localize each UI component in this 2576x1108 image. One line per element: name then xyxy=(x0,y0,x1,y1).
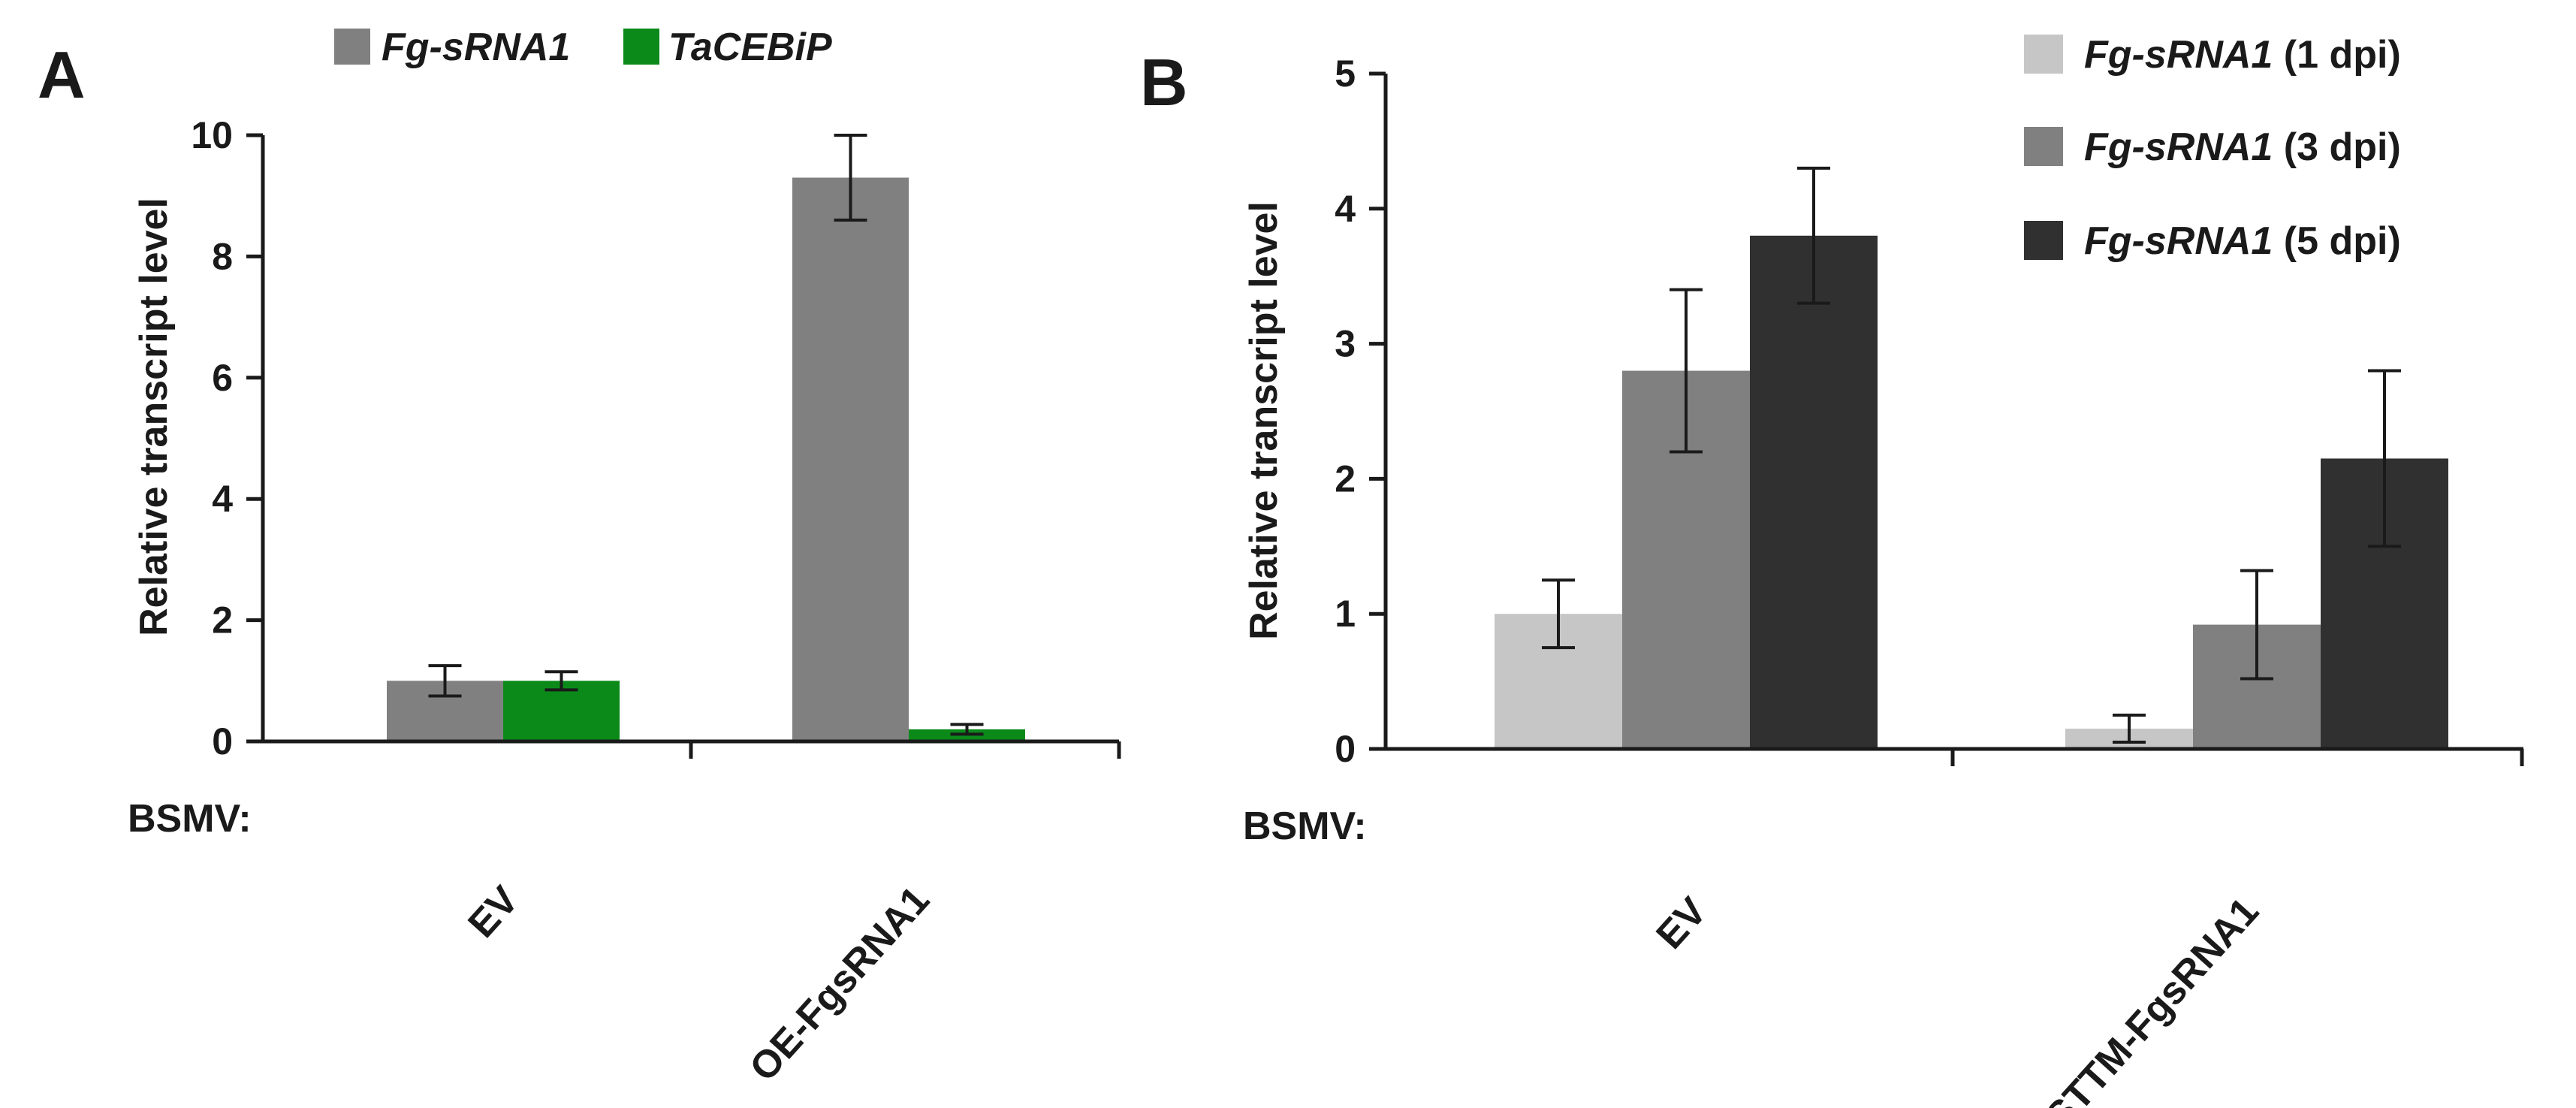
panel-b-category-labels: EV STTM-FgsRNA1 xyxy=(1648,889,2267,1108)
panel-a-legend-item: TaCEBiP xyxy=(623,26,832,69)
panel-b-bar xyxy=(1750,235,1878,749)
panel-a-error-bars xyxy=(428,134,984,736)
panel-b-legend-swatch xyxy=(2024,127,2063,166)
panel-a: A Fg-sRNA1 TaCEBiP Relative transcript le… xyxy=(38,26,1121,1090)
panel-a-y-tick-label: 8 xyxy=(212,235,233,277)
panel-a-y-tick-label: 6 xyxy=(212,357,233,399)
panel-b-legend-swatch xyxy=(2024,35,2063,74)
panel-a-error-bar xyxy=(544,670,578,692)
panel-a-category-label: EV xyxy=(460,878,527,946)
panel-b-error-bar xyxy=(2368,369,2401,548)
panel-a-y-ticks: 0 2 4 6 8 10 xyxy=(191,114,263,762)
panel-a-error-bar xyxy=(428,664,462,698)
panel-b-legend-label: Fg-sRNA1 (5 dpi) xyxy=(2084,219,2401,263)
panel-b-bsmv-label: BSMV: xyxy=(1243,805,1367,848)
panel-b-legend-label: Fg-sRNA1 (1 dpi) xyxy=(2084,33,2401,77)
panel-b-error-bar xyxy=(2113,714,2146,744)
panel-a-legend-swatch xyxy=(334,29,370,65)
panel-a-bsmv-label: BSMV: xyxy=(128,797,252,841)
panel-b-y-tick-label: 0 xyxy=(1335,728,1356,770)
panel-b-error-bar xyxy=(2240,569,2273,681)
panel-a-bar xyxy=(792,177,909,742)
panel-a-category-label: OE-FgsRNA1 xyxy=(741,878,938,1089)
panel-b-error-bar xyxy=(1797,166,1830,305)
panel-a-y-tick-label: 2 xyxy=(212,599,233,642)
panel-a-legend-swatch xyxy=(623,29,659,65)
panel-b-y-tick-label: 3 xyxy=(1335,323,1356,365)
panel-b-y-axis-title: Relative transcript level xyxy=(1242,201,1286,640)
panel-b-y-tick-label: 4 xyxy=(1335,188,1356,230)
panel-b-y-tick-label: 1 xyxy=(1335,593,1356,635)
panel-b-error-bars xyxy=(1542,166,2401,744)
panel-b-legend: Fg-sRNA1 (1 dpi) Fg-sRNA1 (3 dpi) Fg-sRNA1… xyxy=(2024,33,2401,263)
panel-b-category-label: EV xyxy=(1648,889,1715,958)
panel-a-y-axis-title: Relative transcript level xyxy=(132,198,176,636)
panel-a-legend: Fg-sRNA1 TaCEBiP xyxy=(334,26,832,69)
panel-a-category-labels: EV OE-FgsRNA1 xyxy=(460,878,938,1090)
panel-b-y-ticks: 0 1 2 3 4 5 xyxy=(1335,53,1386,770)
panel-a-y-tick-label: 0 xyxy=(212,720,233,762)
panel-b-error-bar xyxy=(1670,288,1703,454)
panel-a-error-bar xyxy=(834,134,867,222)
panel-b-y-tick-label: 5 xyxy=(1335,53,1356,95)
panel-b-error-bar xyxy=(1542,578,1575,650)
panel-a-legend-item: Fg-sRNA1 xyxy=(334,26,570,69)
panel-b-category-label: STTM-FgsRNA1 xyxy=(2038,889,2267,1108)
panel-b: B Fg-sRNA1 (1 dpi)Fg-sRNA1 (3 dpi)Fg-sRN… xyxy=(1140,33,2524,1108)
panel-a-bars xyxy=(387,177,1025,742)
panel-label-b: B xyxy=(1140,45,1188,119)
panel-b-bars xyxy=(1495,235,2448,749)
panel-a-legend-label: TaCEBiP xyxy=(668,26,832,69)
panel-b-legend-item: Fg-sRNA1 (1 dpi) xyxy=(2024,33,2401,77)
panel-b-y-tick-label: 2 xyxy=(1335,457,1356,500)
panel-b-legend-swatch xyxy=(2024,221,2063,260)
panel-a-error-bar xyxy=(950,723,984,736)
panel-b-legend-label: Fg-sRNA1 (3 dpi) xyxy=(2084,125,2401,169)
panel-label-a: A xyxy=(38,38,86,112)
panel-a-y-tick-label: 4 xyxy=(212,478,233,520)
panel-b-legend-item: Fg-sRNA1 (3 dpi) xyxy=(2024,125,2401,169)
panel-a-y-tick-label: 10 xyxy=(191,114,233,156)
panel-b-legend-item: Fg-sRNA1 (5 dpi) xyxy=(2024,219,2401,263)
panel-a-legend-label: Fg-sRNA1 xyxy=(382,26,570,69)
